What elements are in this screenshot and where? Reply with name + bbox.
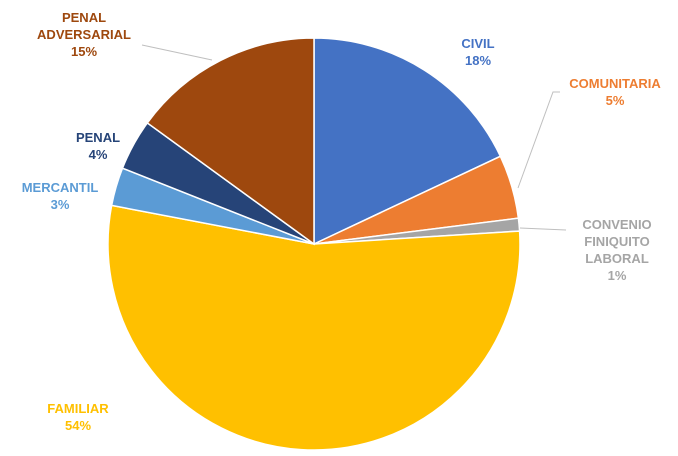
data-label-name-penal: PENAL — [76, 130, 120, 145]
data-label-penal: PENAL 4% — [76, 130, 120, 162]
data-label-value-familiar: 54% — [65, 418, 91, 433]
data-label-name-convenio: LABORAL — [585, 251, 649, 266]
data-label-mercantil: MERCANTIL 3% — [22, 180, 99, 212]
data-label-name-penal-adversarial: ADVERSARIAL — [37, 27, 131, 42]
leader-line-comunitaria — [517, 91, 560, 189]
pie-slice-civil — [313, 37, 502, 246]
data-label-value-civil: 18% — [465, 53, 491, 68]
data-label-name-convenio: FINIQUITO — [584, 234, 649, 249]
data-label-value-penal: 4% — [89, 147, 108, 162]
pie-slices — [107, 37, 521, 451]
data-label-name-mercantil: MERCANTIL — [22, 180, 99, 195]
data-label-value-comunitaria: 5% — [606, 93, 625, 108]
data-label-name-convenio: CONVENIO — [582, 217, 651, 232]
data-label-value-mercantil: 3% — [51, 197, 70, 212]
leader-line-penal-adversarial — [141, 44, 213, 61]
leader-line-convenio — [519, 227, 567, 231]
data-label-name-penal-adversarial: PENAL — [62, 10, 106, 25]
data-label-penal-adversarial: PENAL ADVERSARIAL 15% — [37, 10, 131, 59]
data-label-value-convenio: 1% — [608, 268, 627, 283]
pie-slice-familiar — [107, 204, 521, 451]
data-labels: CIVIL 18% COMUNITARIA 5% CONVENIO FINIQUITO LA… — [22, 10, 662, 433]
data-label-civil: CIVIL 18% — [461, 36, 494, 68]
data-label-value-penal-adversarial: 15% — [71, 44, 97, 59]
data-label-convenio: CONVENIO FINIQUITO LABORAL 1% — [582, 217, 651, 283]
data-label-name-familiar: FAMILIAR — [47, 401, 109, 416]
data-label-comunitaria: COMUNITARIA 5% — [569, 76, 661, 108]
data-label-familiar: FAMILIAR 54% — [47, 401, 109, 433]
leader-lines — [141, 44, 567, 231]
data-label-name-comunitaria: COMUNITARIA — [569, 76, 661, 91]
pie-slice-penal-adversarial — [146, 37, 315, 246]
data-label-name-civil: CIVIL — [461, 36, 494, 51]
